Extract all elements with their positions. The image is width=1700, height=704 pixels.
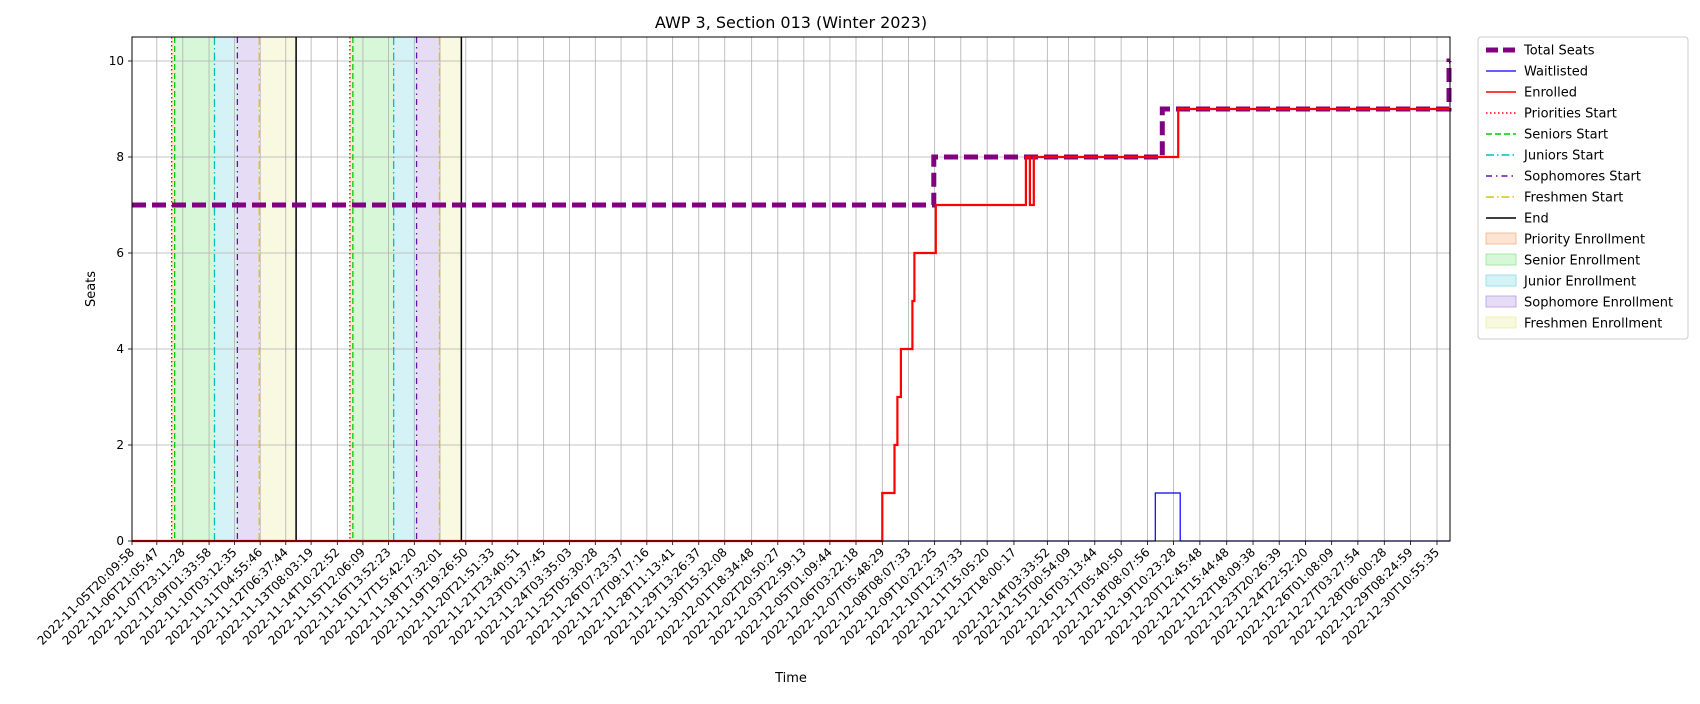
y-tick-labels: 0 2 4 6 8 10 (109, 54, 124, 548)
y-tick-label: 4 (116, 342, 124, 356)
y-axis-label: Seats (84, 271, 99, 307)
legend-swatch (1485, 295, 1517, 308)
legend-label: Juniors Start (1523, 149, 1604, 164)
legend-label: Total Seats (1523, 44, 1595, 59)
legend-swatch (1485, 316, 1517, 329)
series-enrolled (132, 107, 1450, 543)
span-priority-enrollment (171, 37, 175, 541)
legend-label: Freshmen Enrollment (1524, 317, 1662, 332)
legend-label: End (1524, 212, 1549, 227)
span-freshmen-enrollment (439, 37, 462, 541)
legend-label: Junior Enrollment (1523, 275, 1636, 290)
legend-swatch (1485, 274, 1517, 287)
y-tick-label: 2 (116, 438, 124, 452)
y-tick-label: 0 (116, 534, 124, 548)
legend-label: Sophomores Start (1524, 170, 1641, 185)
legend-swatch (1485, 232, 1517, 245)
axes (128, 36, 1451, 545)
x-axis-label: Time (774, 671, 807, 686)
span-senior-enrollment (352, 37, 394, 541)
series-total-seats (132, 58, 1452, 208)
enrollment-spans (171, 37, 462, 541)
chart-title: AWP 3, Section 013 (Winter 2023) (655, 13, 927, 32)
y-tick-label: 6 (116, 246, 124, 260)
span-junior-enrollment (214, 37, 238, 541)
y-tick-label: 10 (109, 54, 124, 68)
span-sophomore-enrollment (237, 37, 260, 541)
legend-label: Priorities Start (1524, 107, 1617, 122)
legend-label: Seniors Start (1524, 128, 1608, 143)
span-junior-enrollment (393, 37, 417, 541)
legend-label: Priority Enrollment (1524, 233, 1645, 248)
legend-swatch (1485, 253, 1517, 266)
legend-label: Sophomore Enrollment (1524, 296, 1673, 311)
legend-label: Freshmen Start (1524, 191, 1623, 206)
legend-label: Waitlisted (1524, 65, 1588, 80)
span-senior-enrollment (174, 37, 215, 541)
span-priority-enrollment (349, 37, 353, 541)
plot-frame (131, 36, 1451, 542)
y-tick-label: 8 (116, 150, 124, 164)
legend: Total Seats Waitlisted Enrolled Priorities … (1477, 36, 1689, 340)
grid (131, 37, 1450, 542)
legend-label: Enrolled (1524, 86, 1577, 101)
span-sophomore-enrollment (416, 37, 440, 541)
span-freshmen-enrollment (259, 37, 297, 541)
legend-label: Senior Enrollment (1524, 254, 1640, 269)
legend-box (1477, 36, 1689, 340)
phase-lines (171, 37, 463, 541)
